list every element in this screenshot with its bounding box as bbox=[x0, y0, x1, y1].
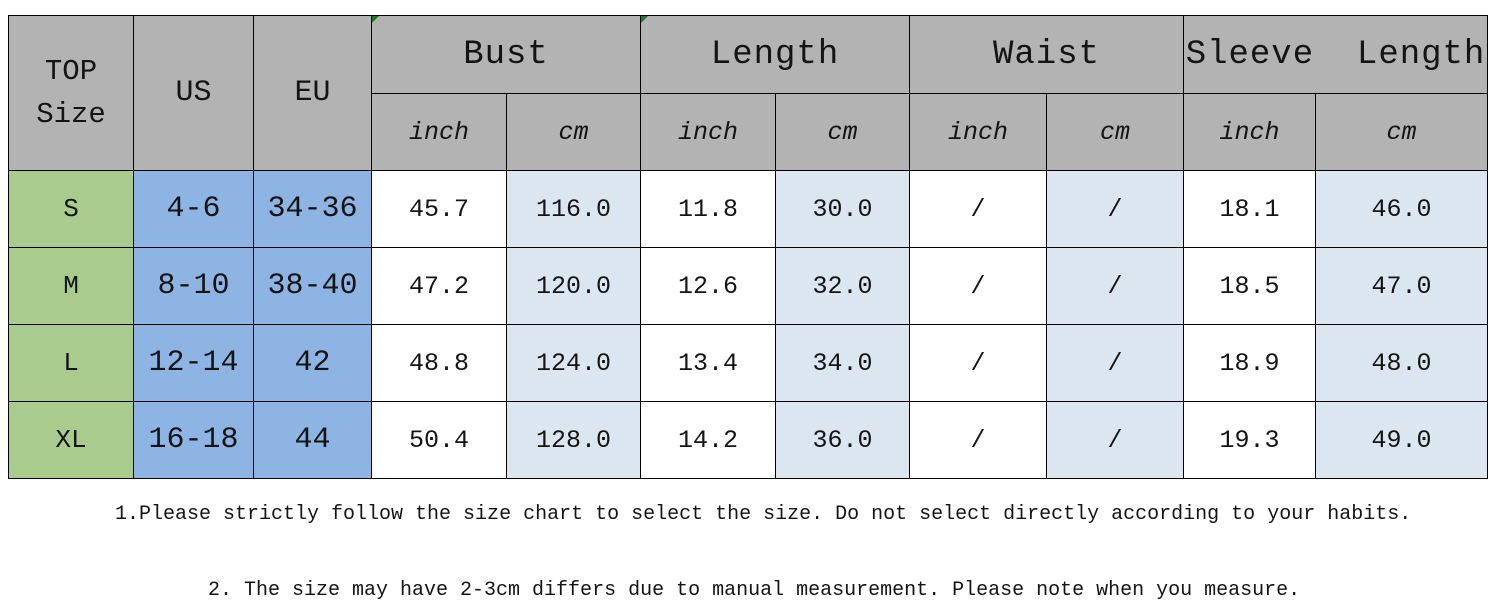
header-length: Length bbox=[639, 15, 911, 94]
table-row-xl: XL 16-18 44 50.4 128.0 14.2 36.0 / / 19.… bbox=[8, 401, 1489, 479]
bust-cm-cell: 120.0 bbox=[506, 247, 641, 325]
size-cell: L bbox=[8, 324, 134, 402]
bust-inch-cell: 50.4 bbox=[371, 401, 507, 479]
waist-inch-cell: / bbox=[909, 401, 1048, 479]
bust-inch-cell: 47.2 bbox=[371, 247, 507, 325]
comment-marker-icon bbox=[641, 16, 648, 23]
waist-inch-cell: / bbox=[909, 324, 1048, 402]
bust-cm-unit-label: cm bbox=[506, 93, 641, 171]
header-waist-label: Waist bbox=[993, 35, 1101, 74]
table-row-m: M 8-10 38-40 47.2 120.0 12.6 32.0 / / 18… bbox=[8, 247, 1489, 325]
eu-cell: 34-36 bbox=[253, 170, 372, 248]
length-cm-cell: 32.0 bbox=[774, 247, 911, 325]
length-inch-cell: 14.2 bbox=[640, 401, 776, 479]
waist-inch-cell: / bbox=[909, 170, 1048, 248]
header-eu: EU bbox=[253, 15, 372, 171]
bust-inch-cell: 45.7 bbox=[371, 170, 507, 248]
sleeve-cm-cell: 47.0 bbox=[1315, 247, 1489, 325]
eu-cell: 44 bbox=[253, 401, 372, 479]
bust-inch-unit-label: inch bbox=[371, 93, 507, 171]
sleeve-cm-cell: 46.0 bbox=[1315, 170, 1489, 248]
length-inch-cell: 13.4 bbox=[640, 324, 776, 402]
header-length-label: Length bbox=[710, 35, 840, 74]
note-2: 2. The size may have 2-3cm differs due t… bbox=[208, 579, 1301, 602]
header-bust: Bust bbox=[371, 15, 641, 94]
waist-inch-cell: / bbox=[909, 247, 1048, 325]
table-row-l: L 12-14 42 48.8 124.0 13.4 34.0 / / 18.9… bbox=[8, 324, 1489, 402]
waist-cm-cell: / bbox=[1046, 401, 1185, 479]
size-chart-table: TOP Size US EU Bust Length Waist Sleeve … bbox=[8, 15, 1489, 479]
sleeve-inch-cell: 18.9 bbox=[1183, 324, 1317, 402]
us-cell: 8-10 bbox=[133, 247, 254, 325]
header-top-size: TOP Size bbox=[8, 15, 134, 171]
eu-cell: 42 bbox=[253, 324, 372, 402]
waist-cm-cell: / bbox=[1046, 247, 1185, 325]
bust-cm-cell: 128.0 bbox=[506, 401, 641, 479]
size-cell: XL bbox=[8, 401, 134, 479]
comment-marker-icon bbox=[372, 16, 379, 23]
sleeve-cm-unit-label: cm bbox=[1315, 93, 1489, 171]
size-cell: M bbox=[8, 247, 134, 325]
header-bust-label: Bust bbox=[463, 35, 549, 74]
waist-cm-cell: / bbox=[1046, 170, 1185, 248]
sleeve-cm-cell: 49.0 bbox=[1315, 401, 1489, 479]
waist-cm-cell: / bbox=[1046, 324, 1185, 402]
waist-cm-unit-label: cm bbox=[1046, 93, 1185, 171]
length-inch-cell: 12.6 bbox=[640, 247, 776, 325]
header-us: US bbox=[133, 15, 254, 171]
sleeve-inch-unit-label: inch bbox=[1183, 93, 1317, 171]
bust-cm-cell: 124.0 bbox=[506, 324, 641, 402]
header-sleeve-length: Sleeve Length bbox=[1183, 15, 1489, 94]
eu-cell: 38-40 bbox=[253, 247, 372, 325]
sleeve-inch-cell: 19.3 bbox=[1183, 401, 1317, 479]
length-inch-unit-label: inch bbox=[640, 93, 776, 171]
us-cell: 16-18 bbox=[133, 401, 254, 479]
bust-inch-cell: 48.8 bbox=[371, 324, 507, 402]
header-waist: Waist bbox=[909, 15, 1185, 94]
length-cm-unit-label: cm bbox=[774, 93, 911, 171]
us-cell: 4-6 bbox=[133, 170, 254, 248]
header-sleeve-length-label: Sleeve Length bbox=[1185, 35, 1486, 74]
note-1: 1.Please strictly follow the size chart … bbox=[115, 503, 1412, 526]
waist-inch-unit-label: inch bbox=[909, 93, 1048, 171]
length-cm-cell: 30.0 bbox=[774, 170, 911, 248]
bust-cm-cell: 116.0 bbox=[506, 170, 641, 248]
length-cm-cell: 36.0 bbox=[774, 401, 911, 479]
size-cell: S bbox=[8, 170, 134, 248]
length-cm-cell: 34.0 bbox=[774, 324, 911, 402]
sleeve-cm-cell: 48.0 bbox=[1315, 324, 1489, 402]
sleeve-inch-cell: 18.1 bbox=[1183, 170, 1317, 248]
table-row-s: S 4-6 34-36 45.7 116.0 11.8 30.0 / / 18.… bbox=[8, 170, 1489, 248]
length-inch-cell: 11.8 bbox=[640, 170, 776, 248]
us-cell: 12-14 bbox=[133, 324, 254, 402]
sleeve-inch-cell: 18.5 bbox=[1183, 247, 1317, 325]
